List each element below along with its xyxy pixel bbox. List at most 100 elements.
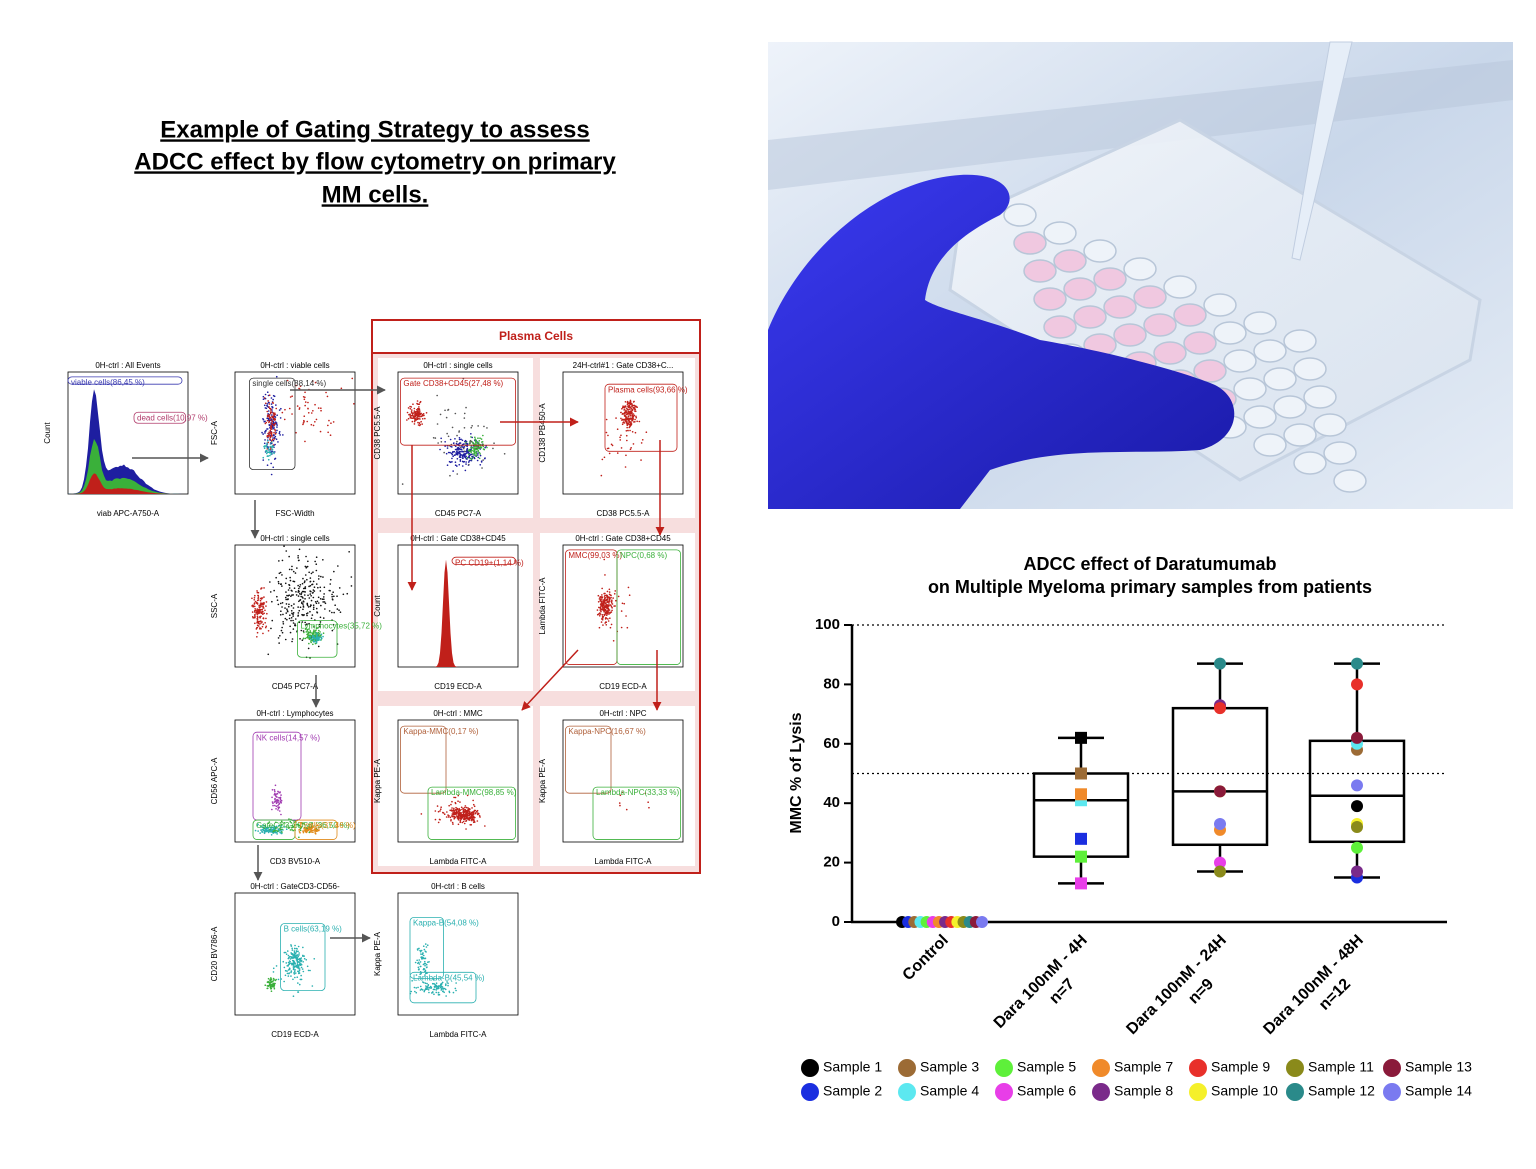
data-point [1214,865,1226,878]
legend-label: Sample 5 [1017,1059,1076,1075]
gate-label: Lymphocytes(35,72 %) [300,622,382,631]
plot-area [562,544,684,668]
x-tick-label: Dara 100nM - 4H [991,932,1091,1032]
well [1253,433,1287,457]
gate-label: Kappa-B(54,08 %) [413,919,479,928]
legend-label: Sample 11 [1308,1059,1374,1075]
legend-label: Sample 3 [920,1059,979,1075]
chart-title: ADCC effect of Daratumumab [1023,554,1276,574]
well [1283,423,1317,447]
data-point [1351,779,1363,792]
well [1183,331,1217,355]
legend-swatch [801,1083,819,1101]
plasma-header [373,321,699,353]
well [1283,329,1317,353]
legend-label: Sample 7 [1114,1059,1173,1075]
gate-label: dead cells(10,97 %) [137,413,208,422]
gate-label: viable cells(86,45 %) [71,378,145,387]
well [1113,323,1147,347]
arrows [132,385,665,943]
panel-title: 0H-ctrl : Gate CD38+CD45 [410,534,506,543]
legend-label: Sample 1 [823,1059,882,1075]
gate [604,383,678,452]
panel-y-label: Count [373,595,382,617]
event-dots [308,632,324,644]
glove [768,174,1235,510]
well [1213,321,1247,345]
data-point [1351,820,1363,833]
well [1093,267,1127,291]
gate-label: NK cells(14,57 %) [256,733,320,742]
event-dots [420,794,486,830]
well [1333,469,1367,493]
gate-label: NPC(0,68 %) [620,551,667,560]
gate [616,549,681,665]
panel-title: 0H-ctrl : All Events [95,361,160,370]
well [1133,285,1167,309]
y-tick-label: 80 [823,675,840,692]
legend-swatch [1189,1083,1207,1101]
well [1273,395,1307,419]
y-tick-label: 0 [832,913,840,930]
legend-label: Sample 14 [1405,1083,1472,1099]
legend-swatch [1189,1059,1207,1077]
well [1063,277,1097,301]
gating-title: ADCC effect by flow cytometry on primary [134,148,616,175]
panel-y-label: CD138 PB450-A [538,403,547,463]
gating-title: Example of Gating Strategy to assess [160,116,589,143]
y-tick-label: 60 [823,735,840,752]
gate-label: Lambda-MMC(98,85 %) [431,788,517,797]
data-point [1075,832,1087,845]
gate [409,917,444,979]
panel-x-label: CD45 PC7-A [272,682,319,691]
panel-y-label: Kappa PE-A [373,758,382,803]
y-tick-label: 100 [815,616,840,633]
gate-label: Lambda-B(45,54 %) [413,973,485,982]
legend-label: Sample 8 [1114,1083,1173,1099]
panel-title: 0H-ctrl : single cells [260,534,329,543]
panel-title: 0H-ctrl : Lymphocytes [256,709,333,718]
well [1163,275,1197,299]
data-point [1214,702,1226,715]
well [1083,239,1117,263]
well [1053,249,1087,273]
panel-x-label: Lambda FITC-A [430,857,488,866]
legend-swatch [995,1083,1013,1101]
gate [67,376,183,385]
pipette [1291,41,1353,261]
panel-y-label: CD38 PC5.5-A [373,406,382,460]
gate-label: MMC(99,03 %) [568,551,622,560]
gate [399,725,447,794]
gate-label: B cells(63,19 %) [284,925,343,934]
arrow [521,649,579,711]
legend-label: Sample 4 [920,1083,979,1099]
legend-label: Sample 9 [1211,1059,1270,1075]
event-dots [262,440,275,461]
gate-label: PC CD19+(1,14 %) [455,558,524,567]
panel-x-label: CD19 ECD-A [434,682,482,691]
gate [427,786,516,840]
gate-label: Gate CD38+CD45(27,48 %) [403,379,503,388]
box-chart: ADCC effect of Daratumumab on Multiple M… [788,554,1472,1101]
well [1243,311,1277,335]
plot-area [397,892,519,1016]
panel-y-label: Count [43,422,52,444]
well [1253,339,1287,363]
data-point [1351,800,1363,813]
well [1233,377,1267,401]
panel-title: 0H-ctrl : B cells [431,882,485,891]
gate-label: Lambda-NPC(33,33 %) [596,788,679,797]
data-point [1075,788,1087,801]
data-point [1214,657,1226,670]
legend-swatch [1383,1083,1401,1101]
panel-x-label: CD38 PC5.5-A [597,509,651,518]
gate-label: GateCD3-CD56-(36,50 %) [256,821,350,830]
data-point [1075,731,1087,744]
well [1263,367,1297,391]
plot-area [234,719,356,843]
legend-swatch [995,1059,1013,1077]
panel-title: 0H-ctrl : single cells [423,361,492,370]
event-dots [618,791,650,811]
event-dots [620,399,641,434]
